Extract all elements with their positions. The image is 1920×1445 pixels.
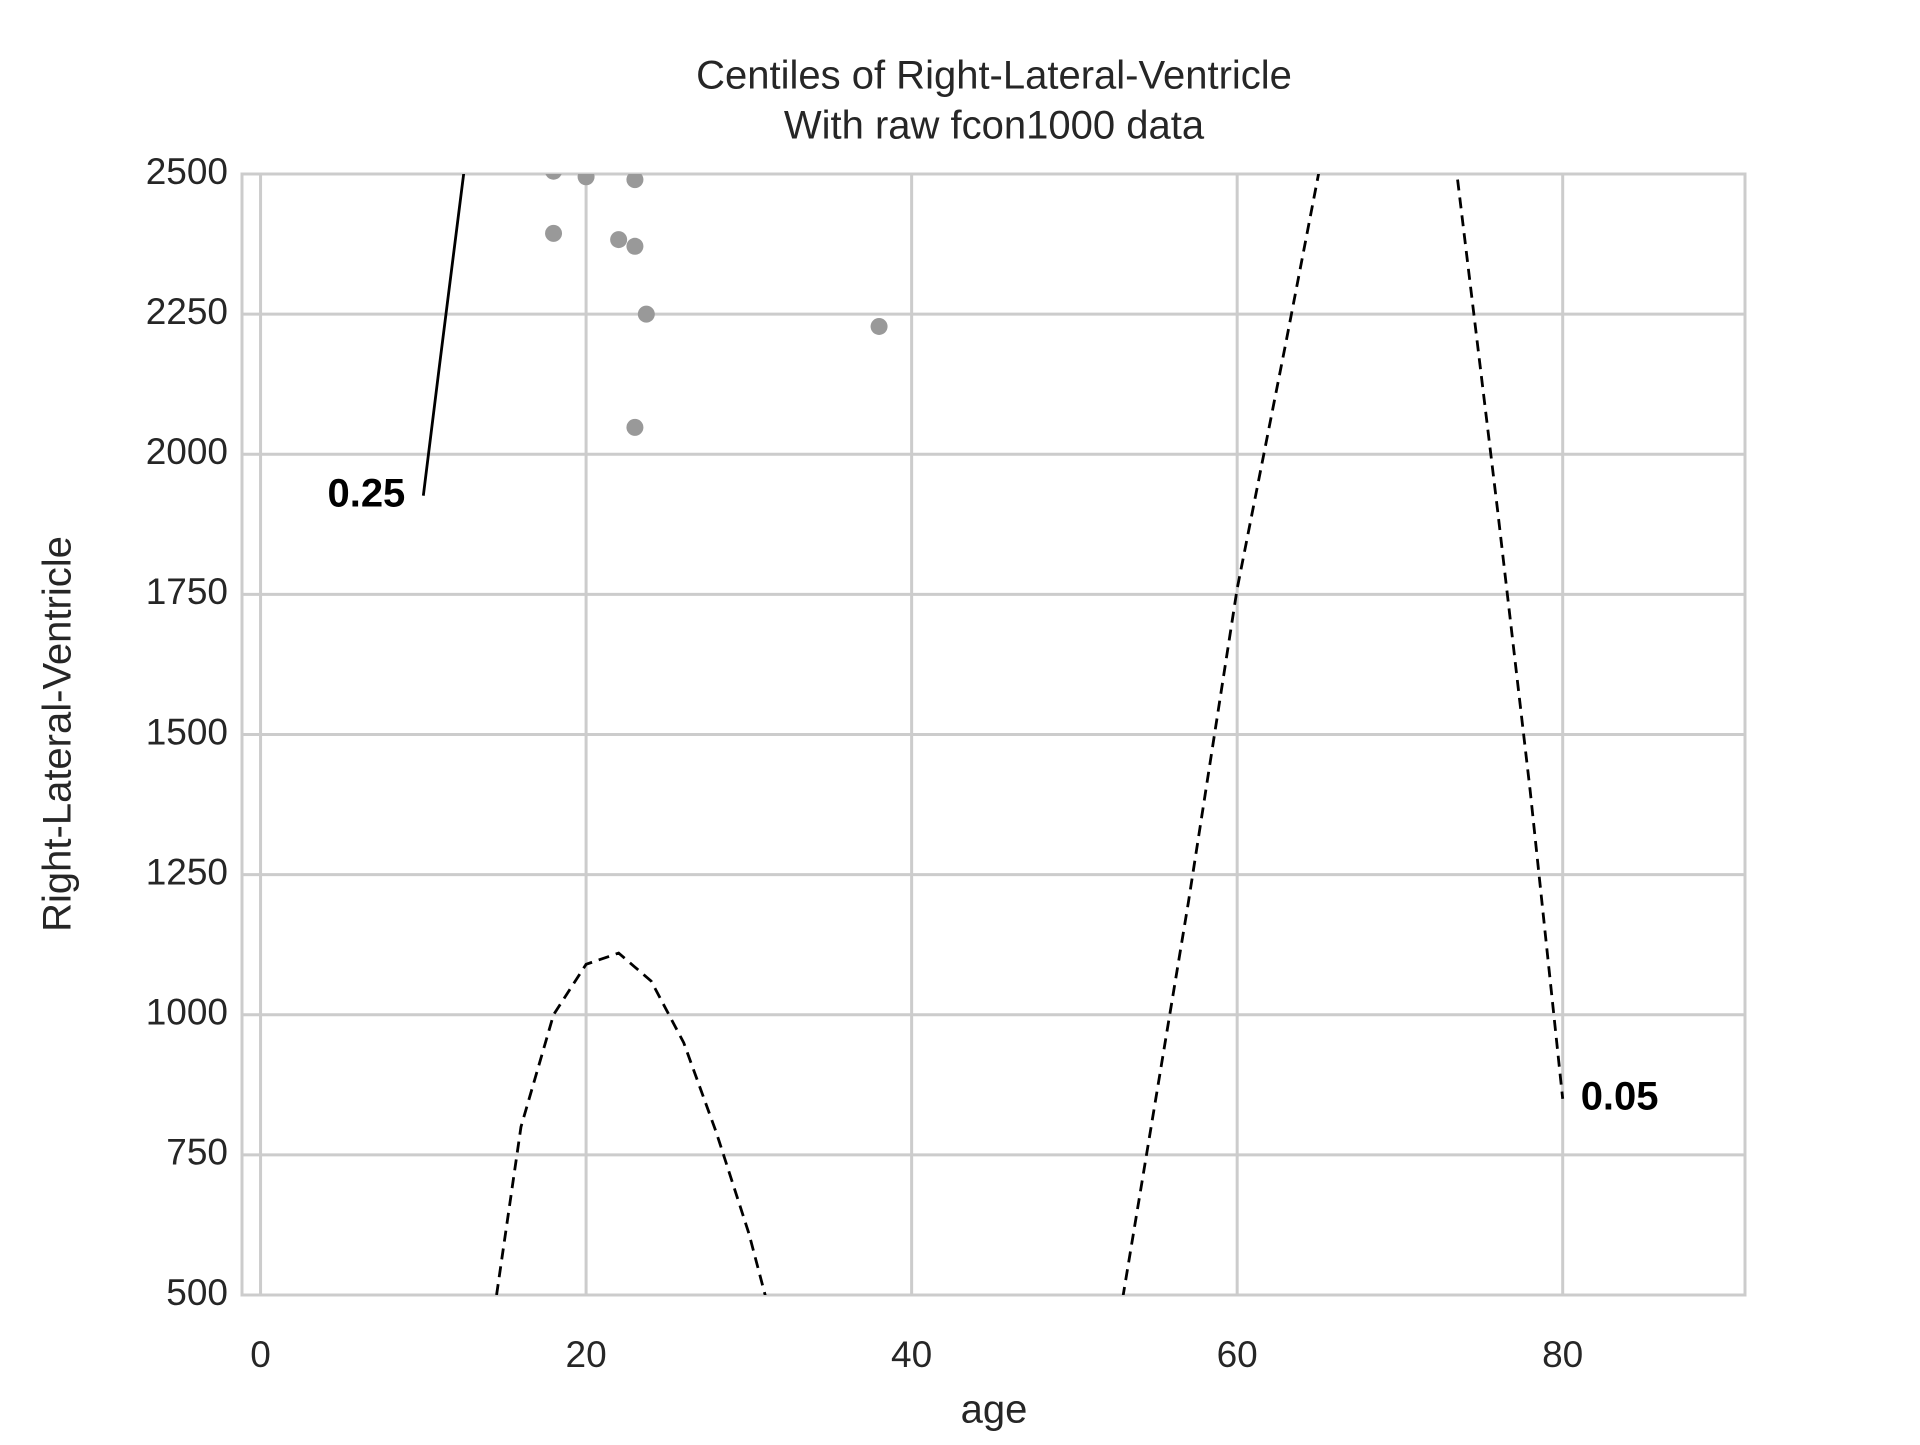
y-axis-label: Right-Lateral-Ventricle bbox=[36, 536, 80, 932]
x-tick-label: 20 bbox=[566, 1334, 607, 1375]
chart-title: Centiles of Right-Lateral-Ventricle bbox=[696, 54, 1292, 98]
chart-subtitle: With raw fcon1000 data bbox=[784, 104, 1205, 148]
x-tick-label: 60 bbox=[1217, 1334, 1258, 1375]
data-point bbox=[545, 224, 563, 242]
data-point bbox=[577, 174, 595, 186]
data-point bbox=[610, 231, 628, 249]
x-tick-label: 80 bbox=[1542, 1334, 1583, 1375]
data-point bbox=[637, 305, 655, 323]
y-tick-label: 1000 bbox=[146, 992, 228, 1033]
data-point bbox=[626, 237, 644, 255]
plot-frame bbox=[240, 172, 1747, 1297]
y-tick-label: 500 bbox=[166, 1272, 228, 1313]
data-point bbox=[545, 174, 562, 180]
y-tick-label: 1250 bbox=[146, 851, 228, 892]
centile-line bbox=[495, 174, 1565, 1295]
y-tick-label: 2500 bbox=[146, 151, 228, 192]
data-point bbox=[870, 317, 888, 335]
y-tick-label: 1500 bbox=[146, 711, 228, 752]
y-tick-label: 1750 bbox=[146, 571, 228, 612]
y-tick-label: 2000 bbox=[146, 431, 228, 472]
centile-line bbox=[421, 174, 466, 496]
x-tick-label: 40 bbox=[891, 1334, 932, 1375]
x-axis-label: age bbox=[961, 1388, 1028, 1432]
centile-label: 0.25 bbox=[327, 471, 405, 515]
x-tick-label: 0 bbox=[250, 1334, 271, 1375]
y-tick-label: 750 bbox=[166, 1132, 228, 1173]
plot-area bbox=[421, 174, 1565, 1295]
centile-label: 0.05 bbox=[1581, 1074, 1659, 1118]
data-point bbox=[626, 174, 644, 189]
y-tick-label: 2250 bbox=[146, 291, 228, 332]
data-point bbox=[626, 418, 644, 436]
